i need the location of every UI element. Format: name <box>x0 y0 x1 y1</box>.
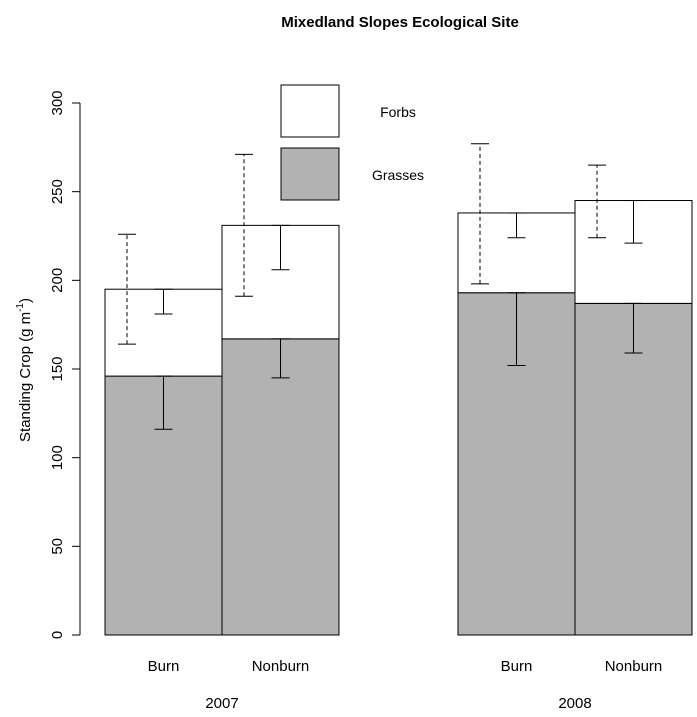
y-tick-label: 150 <box>49 356 66 381</box>
group-label: 2008 <box>558 695 591 712</box>
legend-swatch-forbs <box>280 84 340 138</box>
bar-grasses <box>574 302 693 636</box>
legend-swatch-grasses <box>280 147 340 201</box>
x-axis-labels: Burn Nonburn Burn Nonburn 2007 2008 <box>148 658 663 712</box>
legend: Forbs Grasses <box>280 84 424 201</box>
group-label: 2007 <box>205 695 238 712</box>
y-axis-label-close: ) <box>17 298 34 303</box>
x-tick-label: Nonburn <box>605 658 663 675</box>
x-tick-label: Burn <box>501 658 533 675</box>
y-axis: 0 50 100 150 200 250 300 <box>49 90 81 639</box>
chart-title: Mixedland Slopes Ecological Site <box>281 14 519 31</box>
y-tick-label: 250 <box>49 179 66 204</box>
legend-label-forbs: Forbs <box>380 104 416 120</box>
y-tick-label: 200 <box>49 268 66 293</box>
bars <box>104 200 693 636</box>
error-bars <box>118 143 643 430</box>
y-axis-label-exponent: -1 <box>15 303 26 312</box>
y-tick-label: 0 <box>49 631 66 639</box>
legend-label-grasses: Grasses <box>372 167 424 183</box>
y-axis-label: Standing Crop (g m-1) <box>15 298 34 442</box>
bar-grasses <box>221 338 340 636</box>
y-tick-label: 100 <box>49 445 66 470</box>
x-tick-label: Nonburn <box>252 658 310 675</box>
y-tick-label: 50 <box>49 538 66 555</box>
x-tick-label: Burn <box>148 658 180 675</box>
y-axis-label-main: Standing Crop (g m <box>17 312 34 442</box>
y-tick-label: 300 <box>49 90 66 115</box>
